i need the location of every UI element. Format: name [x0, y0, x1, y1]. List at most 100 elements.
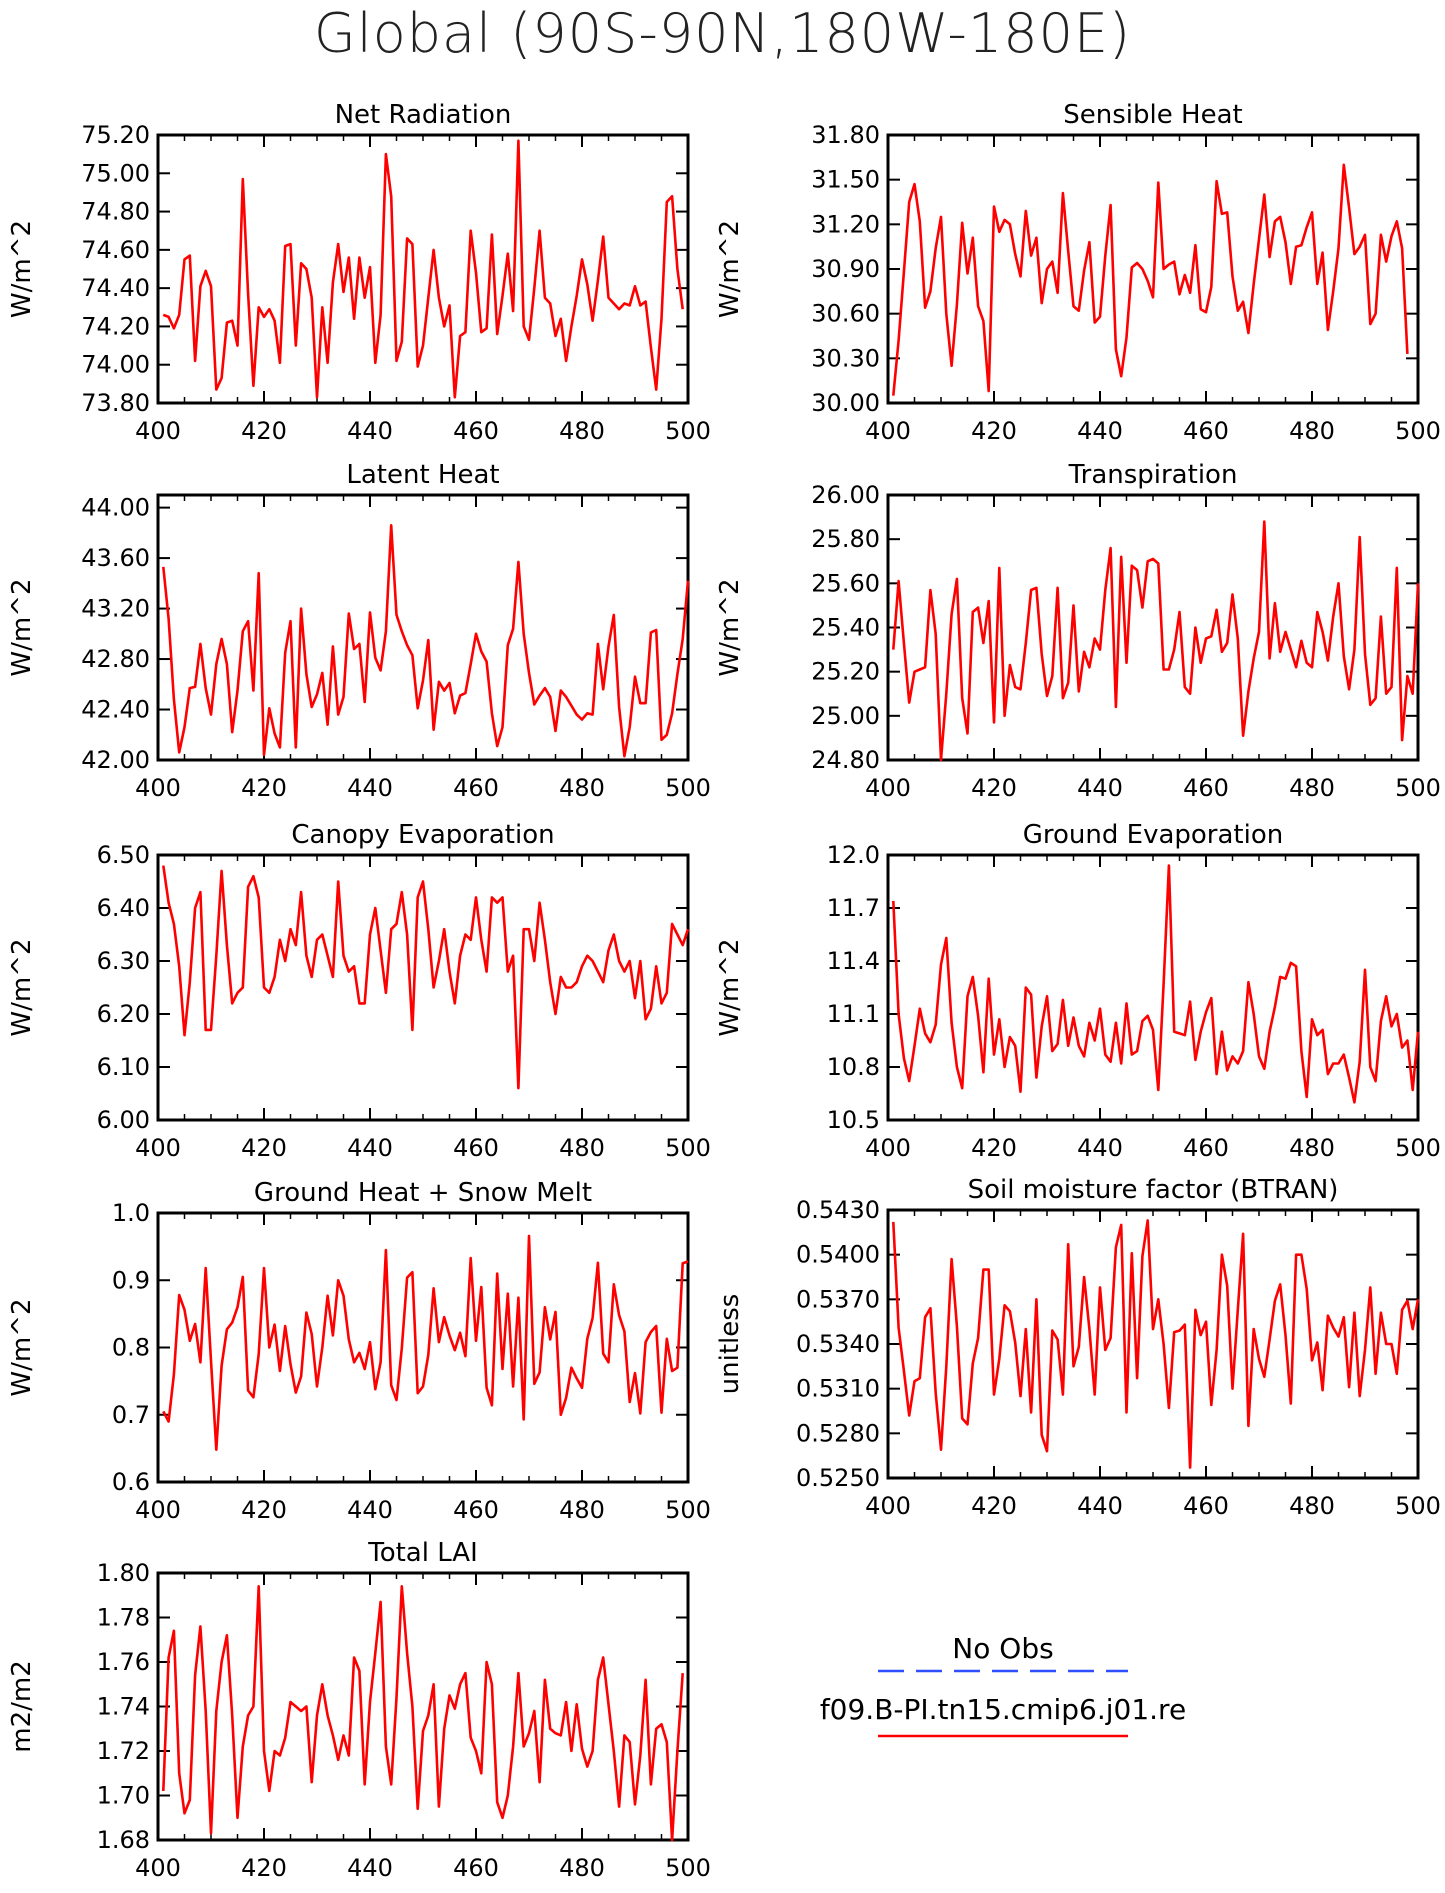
x-tick-label: 500 [665, 774, 711, 802]
plot-frame [886, 1208, 1420, 1480]
y-tick-label: 73.80 [81, 389, 150, 417]
y-tick-label: 25.60 [811, 569, 880, 597]
plot-frame [156, 853, 690, 1122]
y-tick-label: 11.4 [827, 947, 880, 975]
x-tick-label: 460 [453, 1134, 499, 1162]
panel-total-lai: 400 420 440 460 480 500 1.68 1.70 1.72 1.74 1.76 1.… [7, 1538, 711, 1882]
x-tick-label: 460 [453, 774, 499, 802]
x-tick-label: 440 [347, 1854, 393, 1882]
x-tick-label: 460 [1183, 1134, 1229, 1162]
series-line [892, 163, 1409, 396]
y-tick-label: 42.00 [81, 746, 150, 774]
x-tick-label: 440 [1077, 1492, 1123, 1520]
x-tick-label: 480 [559, 774, 605, 802]
x-tick-label: 500 [665, 417, 711, 445]
x-tick-label: 400 [135, 1854, 181, 1882]
x-tick-label: 420 [241, 417, 287, 445]
panel-title: Transpiration [1068, 460, 1238, 490]
x-tick-label: 400 [135, 774, 181, 802]
y-tick-label: 6.20 [97, 1000, 150, 1028]
y-tick-label: 0.5280 [796, 1419, 880, 1447]
y-tick-label: 24.80 [811, 746, 880, 774]
y-tick-label: 25.80 [811, 525, 880, 553]
x-tick-label: 400 [135, 1496, 181, 1524]
x-tick-label: 440 [347, 1496, 393, 1524]
y-axis-label: W/m^2 [7, 578, 37, 676]
x-tick-label: 480 [559, 1134, 605, 1162]
x-tick-label: 400 [865, 1492, 911, 1520]
x-tick-label: 400 [865, 1134, 911, 1162]
x-tick-label: 440 [1077, 417, 1123, 445]
y-tick-label: 0.8 [112, 1334, 150, 1362]
y-axis-label: W/m^2 [7, 220, 37, 318]
y-tick-label: 0.5310 [796, 1375, 880, 1403]
y-tick-label: 30.00 [811, 389, 880, 417]
y-axis-label: W/m^2 [715, 938, 745, 1036]
y-axis-label: W/m^2 [715, 220, 745, 318]
x-tick-label: 440 [347, 774, 393, 802]
x-tick-label: 460 [453, 417, 499, 445]
panel-title: Soil moisture factor (BTRAN) [968, 1175, 1339, 1205]
y-tick-label: 42.80 [81, 645, 150, 673]
y-tick-label: 75.00 [81, 159, 150, 187]
y-tick-label: 0.5430 [796, 1196, 880, 1224]
panel-title: Ground Heat + Snow Melt [254, 1178, 592, 1208]
y-tick-label: 0.6 [112, 1468, 150, 1496]
panel-canopy-evaporation: 400 420 440 460 480 500 6.00 6.10 6.20 6.30 6.40 6.… [7, 820, 711, 1162]
x-tick-label: 500 [665, 1854, 711, 1882]
x-tick-label: 480 [1289, 417, 1335, 445]
y-tick-label: 43.20 [81, 595, 150, 623]
y-tick-label: 31.50 [811, 166, 880, 194]
x-tick-label: 480 [1289, 774, 1335, 802]
y-tick-label: 1.76 [97, 1648, 150, 1676]
y-tick-label: 6.30 [97, 947, 150, 975]
y-tick-label: 0.5250 [796, 1464, 880, 1492]
panel-title: Ground Evaporation [1023, 820, 1283, 850]
plot-frame [156, 133, 690, 405]
plot-frame [886, 853, 1420, 1122]
y-tick-label: 10.8 [827, 1053, 880, 1081]
x-tick-label: 460 [1183, 417, 1229, 445]
y-tick-label: 0.7 [112, 1401, 150, 1429]
y-tick-label: 74.40 [81, 274, 150, 302]
y-tick-label: 25.00 [811, 702, 880, 730]
x-tick-label: 480 [559, 417, 605, 445]
x-tick-label: 420 [971, 1134, 1017, 1162]
x-tick-label: 480 [1289, 1492, 1335, 1520]
y-tick-label: 30.90 [811, 255, 880, 283]
panel-latent-heat: 400 420 440 460 480 500 42.00 42.40 42.80 43.20 43… [7, 460, 711, 802]
series-line [892, 864, 1420, 1104]
y-tick-label: 31.80 [811, 121, 880, 149]
y-tick-label: 74.80 [81, 198, 150, 226]
y-tick-label: 12.0 [827, 841, 880, 869]
y-tick-label: 1.80 [97, 1559, 150, 1587]
x-tick-label: 500 [1395, 417, 1441, 445]
x-tick-label: 420 [971, 774, 1017, 802]
y-tick-label: 1.0 [112, 1199, 150, 1227]
x-tick-label: 400 [135, 417, 181, 445]
y-tick-label: 6.50 [97, 841, 150, 869]
x-tick-label: 400 [865, 774, 911, 802]
y-tick-label: 74.00 [81, 351, 150, 379]
series-line [892, 1219, 1420, 1469]
x-tick-label: 500 [1395, 1134, 1441, 1162]
y-tick-label: 25.40 [811, 614, 880, 642]
x-tick-label: 460 [1183, 1492, 1229, 1520]
x-tick-label: 480 [559, 1496, 605, 1524]
x-tick-label: 440 [1077, 774, 1123, 802]
panel-ground-evaporation: 400 420 440 460 480 500 10.5 10.8 11.1 11.4 11.7 12… [715, 820, 1441, 1162]
series-line [892, 520, 1420, 762]
x-tick-label: 420 [241, 1496, 287, 1524]
x-tick-label: 500 [665, 1496, 711, 1524]
y-tick-label: 30.30 [811, 344, 880, 372]
y-tick-label: 44.00 [81, 494, 150, 522]
y-tick-label: 6.40 [97, 894, 150, 922]
y-axis-label: unitless [715, 1294, 745, 1395]
x-tick-label: 500 [1395, 774, 1441, 802]
panel-title: Total LAI [367, 1538, 478, 1568]
y-tick-label: 43.60 [81, 544, 150, 572]
panel-title: Latent Heat [346, 460, 499, 490]
x-tick-label: 460 [453, 1496, 499, 1524]
y-tick-label: 74.20 [81, 312, 150, 340]
